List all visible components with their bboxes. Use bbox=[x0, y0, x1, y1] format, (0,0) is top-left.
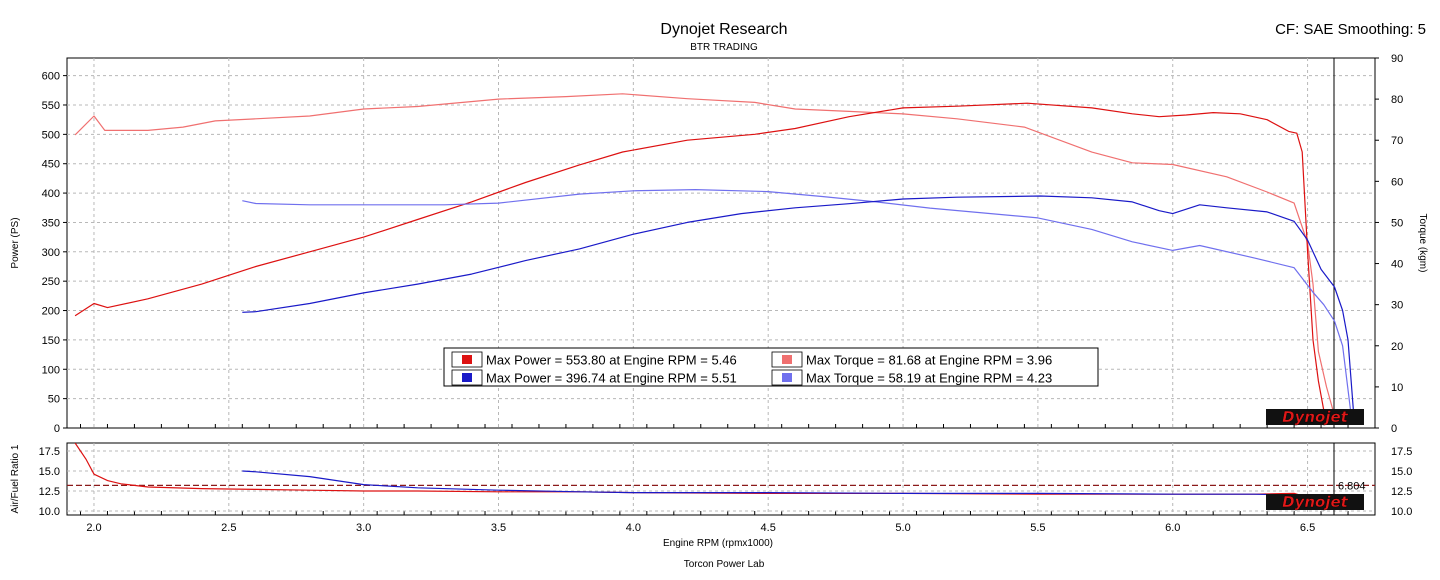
afr-plot: 2.0 2.5 3.0 3.5 4.0 4.5 5.0 5.5 6.0 6.5 10.0 10.0 12… bbox=[10, 442, 1412, 534]
afr-y2-tick-label: 15.0 bbox=[1391, 466, 1412, 478]
legend-box bbox=[443, 347, 1099, 387]
y-tick-label: 400 bbox=[42, 188, 60, 200]
legend-swatch bbox=[782, 373, 792, 382]
x-tick-label: 4.0 bbox=[626, 522, 641, 534]
y2-tick-label: 80 bbox=[1391, 94, 1403, 106]
x-tick-label: 4.5 bbox=[761, 522, 776, 534]
legend-swatch bbox=[462, 373, 472, 382]
y-axis-label: Power (PS) bbox=[10, 217, 21, 268]
y-tick-label: 250 bbox=[42, 276, 60, 288]
afr-y2-tick-label: 17.5 bbox=[1391, 446, 1412, 458]
logo-wordmark: Dynojet bbox=[1282, 493, 1349, 511]
correction-smoothing-label: CF: SAE Smoothing: 5 bbox=[1275, 21, 1426, 38]
y-tick-label: 50 bbox=[48, 394, 60, 406]
y2-tick-label: 40 bbox=[1391, 259, 1403, 271]
y2-tick-label: 60 bbox=[1391, 176, 1403, 188]
legend-swatch bbox=[462, 355, 472, 364]
chart-title: Dynojet Research bbox=[660, 21, 787, 38]
legend-entry: Max Power = 553.80 at Engine RPM = 5.46 bbox=[486, 353, 737, 368]
footer-shop-name: Torcon Power Lab bbox=[684, 559, 765, 570]
legend-entry: Max Power = 396.74 at Engine RPM = 5.51 bbox=[486, 371, 737, 386]
logo-wordmark: Dynojet bbox=[1282, 408, 1349, 426]
y-tick-label: 600 bbox=[42, 71, 60, 83]
y-tick-label: 450 bbox=[42, 159, 60, 171]
afr-y-tick-label: 10.0 bbox=[39, 506, 60, 518]
y2-tick-label: 0 bbox=[1391, 423, 1397, 435]
dynojet-logo-afr: Dynojet bbox=[1266, 493, 1364, 511]
y2-axis-label: Torque (kgm) bbox=[1417, 214, 1428, 273]
y2-tick-label: 90 bbox=[1391, 53, 1403, 65]
main-series-group bbox=[74, 93, 1357, 423]
y-tick-label: 350 bbox=[42, 217, 60, 229]
legend-entry: Max Torque = 58.19 at Engine RPM = 4.23 bbox=[806, 371, 1052, 386]
y2-tick-label: 70 bbox=[1391, 135, 1403, 147]
y2-tick-label: 20 bbox=[1391, 341, 1403, 353]
y2-tick-label: 10 bbox=[1391, 382, 1403, 394]
main-plot: 0 50 100 150 200 250 300 350 400 450 500 550 600 0 10 2… bbox=[10, 53, 1428, 435]
legend-entry: Max Torque = 81.68 at Engine RPM = 3.96 bbox=[806, 353, 1052, 368]
afr-y2-tick-label: 12.5 bbox=[1391, 486, 1412, 498]
y-tick-label: 150 bbox=[42, 335, 60, 347]
series-line-run2-torque bbox=[242, 189, 1352, 412]
y-tick-label: 200 bbox=[42, 306, 60, 318]
afr-plot-frame bbox=[66, 442, 1376, 516]
x-tick-label: 2.5 bbox=[221, 522, 236, 534]
legend-swatch bbox=[782, 355, 792, 364]
series-line-run1-power bbox=[74, 102, 1348, 423]
y-tick-label: 100 bbox=[42, 364, 60, 376]
x-tick-label: 6.0 bbox=[1165, 522, 1180, 534]
x-tick-label: 3.5 bbox=[491, 522, 506, 534]
x-tick-label: 5.0 bbox=[895, 522, 910, 534]
y2-tick-label: 50 bbox=[1391, 217, 1403, 229]
logo-backplate bbox=[1266, 409, 1364, 425]
afr-reference-value: 6.804 bbox=[1338, 480, 1366, 492]
y-tick-label: 550 bbox=[42, 100, 60, 112]
y-tick-label: 500 bbox=[42, 129, 60, 141]
x-tick-label: 6.5 bbox=[1300, 522, 1315, 534]
x-tick-label: 2.0 bbox=[86, 522, 101, 534]
afr-y-tick-label: 17.5 bbox=[39, 446, 60, 458]
afr-y-tick-label: 12.5 bbox=[39, 486, 60, 498]
afr-y-axis-label: Air/Fuel Ratio 1 bbox=[10, 444, 21, 513]
x-axis-label: Engine RPM (rpmx1000) bbox=[663, 538, 773, 549]
y2-tick-label: 30 bbox=[1391, 300, 1403, 312]
afr-y-tick-label: 15.0 bbox=[39, 466, 60, 478]
chart-subtitle: BTR TRADING bbox=[690, 42, 758, 53]
afr-y2-tick-label: 10.0 bbox=[1391, 506, 1412, 518]
dynojet-logo: Dynojet bbox=[1266, 408, 1364, 426]
y-tick-label: 0 bbox=[54, 423, 60, 435]
logo-backplate bbox=[1266, 494, 1364, 510]
x-tick-label: 5.5 bbox=[1030, 522, 1045, 534]
x-tick-label: 3.0 bbox=[356, 522, 371, 534]
y-tick-label: 300 bbox=[42, 247, 60, 259]
series-line-run2-power bbox=[242, 195, 1357, 423]
